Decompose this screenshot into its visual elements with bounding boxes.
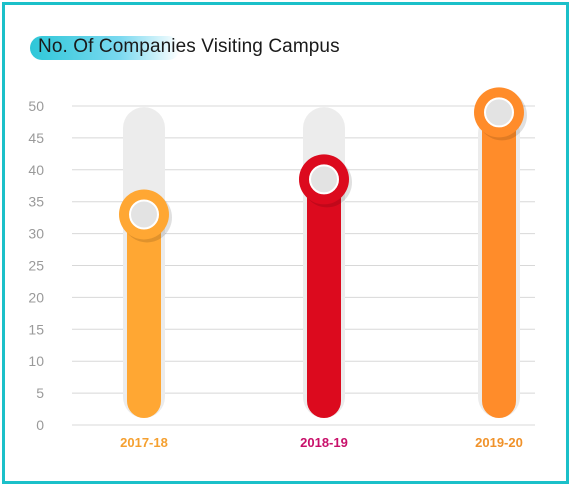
y-tick-label: 50 bbox=[28, 98, 44, 114]
y-tick-label: 20 bbox=[28, 289, 44, 305]
y-tick-label: 5 bbox=[36, 385, 44, 401]
x-tick-label: 2018-19 bbox=[300, 435, 348, 450]
x-tick-label: 2019-20 bbox=[475, 435, 523, 450]
bar-2019-20 bbox=[482, 112, 516, 418]
y-tick-label: 25 bbox=[28, 258, 44, 274]
y-tick-label: 0 bbox=[36, 417, 44, 433]
x-tick-label: 2017-18 bbox=[120, 435, 168, 450]
knob-center bbox=[130, 200, 158, 228]
bar-2018-19 bbox=[307, 179, 341, 418]
y-axis-ticks: 0 5 10 15 20 25 30 35 40 45 50 bbox=[28, 98, 44, 433]
y-tick-label: 15 bbox=[28, 321, 44, 337]
knob-center bbox=[485, 98, 513, 126]
y-tick-label: 45 bbox=[28, 130, 44, 146]
x-axis-labels: 2017-18 2018-19 2019-20 bbox=[120, 435, 523, 450]
y-tick-label: 40 bbox=[28, 162, 44, 178]
knob-center bbox=[310, 165, 338, 193]
y-tick-label: 35 bbox=[28, 194, 44, 210]
y-tick-label: 10 bbox=[28, 353, 44, 369]
bar-2017-18 bbox=[127, 214, 161, 418]
y-tick-label: 30 bbox=[28, 226, 44, 242]
